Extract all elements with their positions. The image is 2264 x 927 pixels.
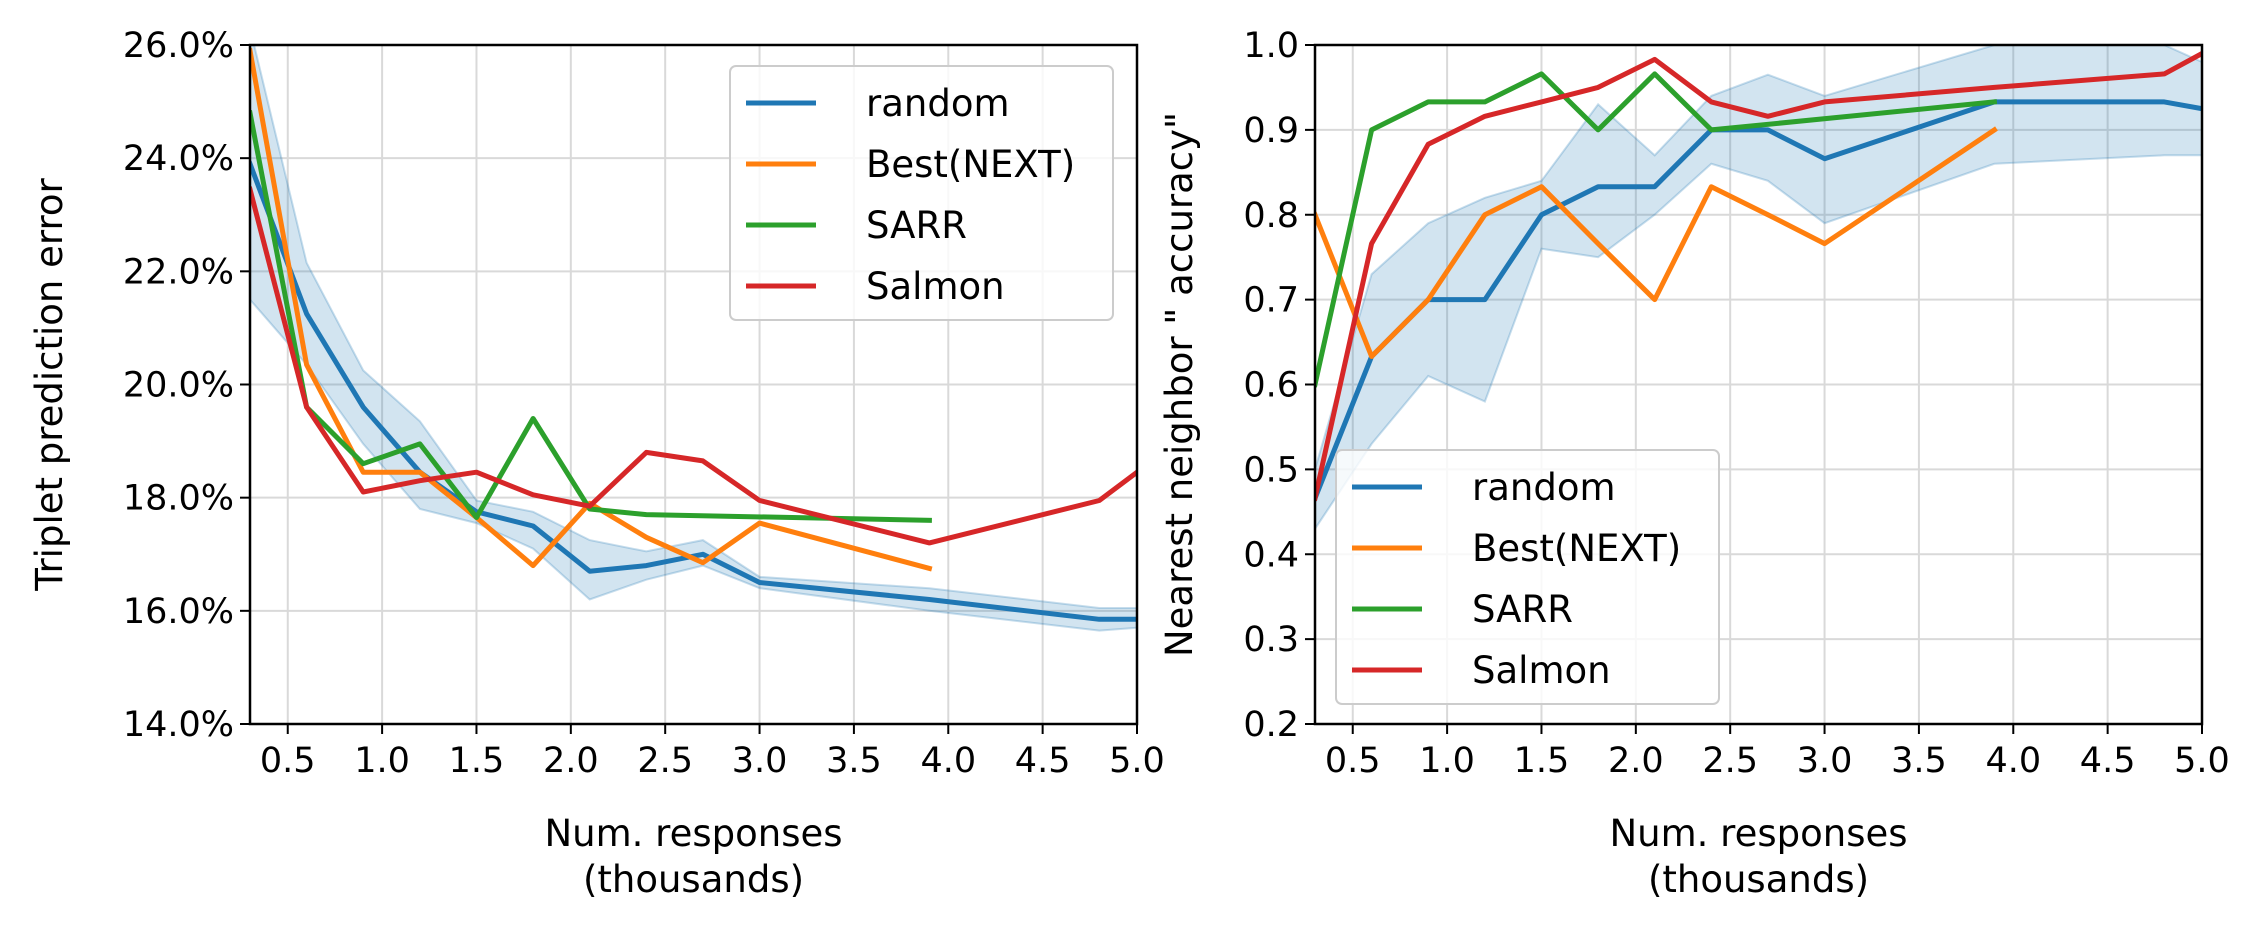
x-axis-label-units: (thousands) — [1648, 858, 1869, 901]
legend-box — [1335, 449, 1720, 705]
x-tick-label: 4.0 — [1985, 741, 2041, 781]
legend-label: Salmon — [1472, 649, 1611, 692]
series-line-best-next- — [250, 47, 933, 572]
legend-label: Salmon — [866, 265, 1005, 308]
series-line-salmon — [250, 186, 1137, 546]
legend: random Best(NEXT) SARR Salmon — [1335, 449, 1720, 705]
y-tick-label: 0.5 — [1243, 450, 1299, 490]
legend-label: SARR — [866, 204, 967, 247]
confidence-band-random — [1315, 45, 2202, 531]
y-tick-label: 20.0% — [123, 366, 234, 406]
right-plot-accuracy: 0.5 1.0 1.5 2.0 2.5 3.0 3.5 4.0 4.5 5.0 0.2 0.3 0.4 0… — [1158, 26, 2230, 901]
x-tick-label: 5.0 — [2174, 741, 2230, 781]
x-tick-label: 5.0 — [1109, 741, 1165, 781]
legend-label: random — [1472, 466, 1616, 509]
legend-label: Best(NEXT) — [866, 143, 1075, 186]
y-tick-label: 22.0% — [123, 252, 234, 292]
legend-label: SARR — [1472, 588, 1573, 631]
y-tick-label: 0.4 — [1243, 535, 1299, 575]
y-tick-label: 26.0% — [123, 26, 234, 66]
legend-label: Best(NEXT) — [1472, 527, 1681, 570]
x-tick-label: 1.0 — [354, 741, 410, 781]
y-axis-label: Triplet prediction error — [28, 178, 71, 592]
y-tick-label: 14.0% — [123, 705, 234, 745]
plot-area — [250, 45, 1137, 632]
x-tick-label: 3.0 — [732, 741, 788, 781]
y-tick-label: 0.7 — [1243, 281, 1299, 321]
x-axis-label-units: (thousands) — [583, 858, 804, 901]
x-tick-label: 4.5 — [1015, 741, 1071, 781]
x-tick-label: 3.5 — [826, 741, 882, 781]
x-tick-label: 4.0 — [920, 741, 976, 781]
x-tick-label: 1.5 — [449, 741, 505, 781]
y-tick-label: 18.0% — [123, 479, 234, 519]
y-tick-label: 0.9 — [1243, 111, 1299, 151]
confidence-band-random — [250, 45, 1137, 632]
y-tick-label: 1.0 — [1243, 26, 1299, 66]
y-tick-label: 0.2 — [1243, 705, 1299, 745]
x-tick-label: 0.5 — [1325, 741, 1381, 781]
x-axis-label: Num. responses — [1609, 812, 1907, 855]
x-tick-label: 0.5 — [260, 741, 316, 781]
x-tick-label: 1.5 — [1514, 741, 1570, 781]
y-tick-label: 0.3 — [1243, 620, 1299, 660]
x-tick-label: 2.0 — [543, 741, 599, 781]
x-tick-label: 1.0 — [1419, 741, 1475, 781]
legend-box — [729, 65, 1114, 321]
x-tick-label: 4.5 — [2080, 741, 2136, 781]
series-line-salmon — [1315, 50, 2202, 502]
series-line-sarr — [1315, 71, 1998, 388]
x-tick-label: 3.5 — [1891, 741, 1947, 781]
x-tick-label: 2.0 — [1608, 741, 1664, 781]
y-tick-label: 0.6 — [1243, 366, 1299, 406]
y-axis-label: Nearest neighbor " accuracy" — [1158, 112, 1201, 657]
x-tick-label: 2.5 — [1702, 741, 1758, 781]
y-tick-label: 24.0% — [123, 139, 234, 179]
x-axis-label: Num. responses — [544, 812, 842, 855]
left-plot-error: 0.5 1.0 1.5 2.0 2.5 3.0 3.5 4.0 4.5 5.0 14.0% 16.0%… — [28, 26, 1165, 901]
series-line-best-next- — [1315, 126, 1998, 359]
x-tick-label: 2.5 — [637, 741, 693, 781]
y-tick-label: 0.8 — [1243, 196, 1299, 236]
series-line-sarr — [250, 109, 932, 523]
series-line-random — [250, 160, 1137, 622]
legend: random Best(NEXT) SARR Salmon — [729, 65, 1114, 321]
x-tick-label: 3.0 — [1797, 741, 1853, 781]
y-tick-label: 16.0% — [123, 592, 234, 632]
legend-label: random — [866, 82, 1010, 125]
plot-area — [1315, 45, 2202, 531]
